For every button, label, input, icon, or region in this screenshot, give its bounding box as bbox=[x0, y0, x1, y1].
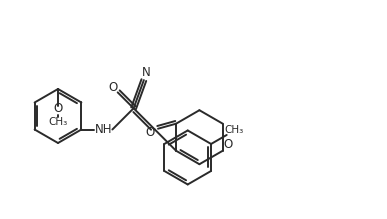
Text: O: O bbox=[108, 81, 117, 94]
Text: CH₃: CH₃ bbox=[48, 117, 68, 127]
Text: O: O bbox=[146, 126, 155, 139]
Text: NH: NH bbox=[95, 123, 112, 136]
Text: O: O bbox=[53, 102, 63, 115]
Text: N: N bbox=[142, 66, 151, 79]
Text: CH₃: CH₃ bbox=[225, 125, 244, 136]
Text: O: O bbox=[223, 138, 233, 151]
